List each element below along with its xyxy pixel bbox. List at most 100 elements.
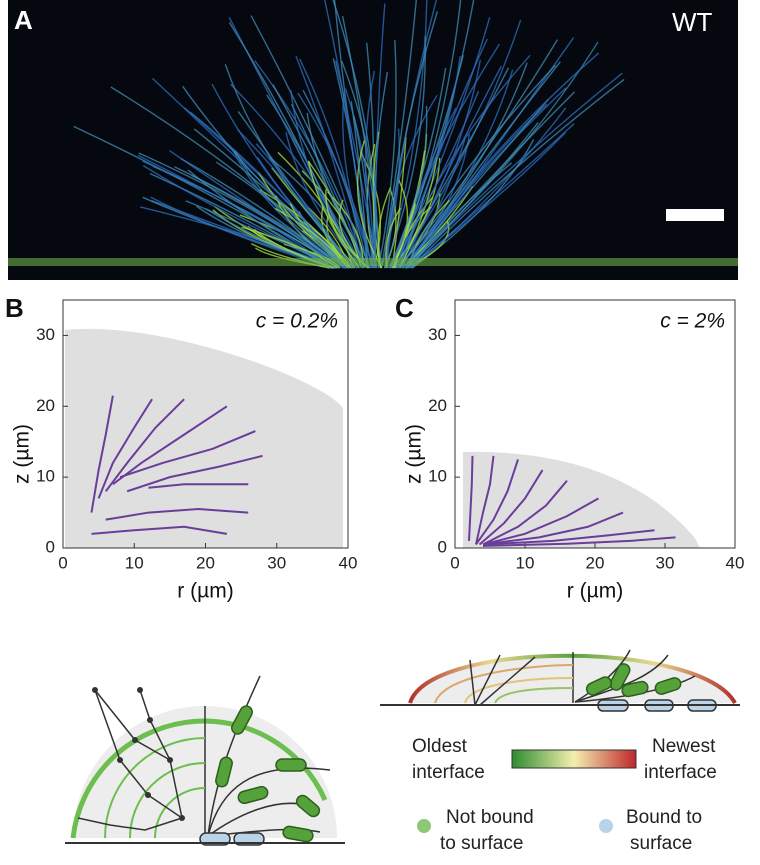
x-tick-label: 40 (726, 553, 745, 572)
trajectory (112, 405, 228, 486)
trajectory (478, 469, 544, 546)
fiber (380, 0, 418, 269)
fiber (297, 92, 373, 269)
legend-text: Not bound to surface (440, 807, 534, 854)
fiber (374, 3, 386, 269)
fiber (187, 169, 333, 269)
fiber (182, 85, 350, 269)
trajectory (119, 430, 256, 479)
diagram-left (65, 675, 345, 846)
substrate (8, 258, 738, 266)
fiber (295, 55, 364, 269)
fiber (272, 84, 367, 269)
annotation: c = 2% (660, 310, 725, 333)
fiber (390, 67, 447, 269)
trajectory (482, 529, 655, 546)
y-tick-label: 0 (438, 537, 447, 556)
fiber (391, 157, 441, 269)
trajectory (468, 455, 474, 541)
micrograph (8, 0, 738, 280)
trajectory (482, 511, 624, 546)
legend-text: Newest interface (644, 736, 717, 783)
fiber (356, 140, 383, 269)
fiber (360, 152, 381, 269)
y-tick-label: 20 (428, 396, 447, 415)
legend-text: Oldest interface (412, 736, 485, 783)
annotation: c = 0.2% (256, 310, 338, 333)
fiber (324, 0, 369, 269)
fiber (406, 132, 566, 269)
fiber (228, 22, 356, 269)
fiber (406, 121, 539, 269)
fiber (410, 78, 625, 269)
fiber (138, 152, 341, 269)
fiber (388, 56, 461, 269)
panel-label: A (14, 5, 33, 35)
x-tick-label: 0 (58, 553, 67, 572)
diagram-right (380, 649, 740, 712)
legend-swatch (417, 819, 431, 833)
fiber (384, 36, 427, 269)
fiber (406, 91, 576, 269)
fiber (394, 19, 522, 269)
fiber (403, 139, 466, 269)
fiber (307, 160, 360, 269)
y-tick-label: 20 (36, 396, 55, 415)
trajectory (105, 508, 249, 521)
panel-label: B (5, 293, 24, 323)
fiber (398, 0, 475, 269)
genotype-tag: WT (672, 7, 713, 37)
fiber (255, 143, 353, 269)
trajectory-cloud (65, 328, 343, 548)
fiber (391, 136, 407, 269)
x-tick-label: 30 (267, 553, 286, 572)
x-tick-label: 30 (656, 553, 675, 572)
fiber (215, 161, 345, 269)
trajectory (475, 459, 519, 546)
legend-text: Bound to surface (626, 807, 702, 854)
y-tick-label: 10 (36, 467, 55, 486)
x-tick-label: 0 (450, 553, 459, 572)
fiber (180, 157, 341, 269)
trajectory (104, 398, 185, 492)
fiber (402, 98, 550, 269)
y-tick-label: 10 (428, 467, 447, 486)
fiber (400, 64, 557, 269)
fiber (377, 39, 397, 269)
trajectory (482, 536, 676, 547)
x-axis-label: r (µm) (177, 580, 233, 603)
age-colorbar (511, 749, 637, 769)
scale-bar (666, 209, 724, 221)
fiber (412, 107, 567, 269)
y-axis-label: z (µm) (11, 424, 34, 484)
x-axis-label: r (µm) (567, 580, 623, 603)
y-tick-label: 30 (36, 325, 55, 344)
fiber (302, 89, 369, 269)
x-tick-label: 20 (586, 553, 605, 572)
x-tick-label: 10 (125, 553, 144, 572)
fiber (398, 156, 438, 269)
legend-swatch (599, 819, 613, 833)
panel-label: C (395, 293, 414, 323)
fiber (229, 83, 364, 269)
x-tick-label: 40 (339, 553, 358, 572)
fiber (142, 160, 332, 269)
trajectory (91, 525, 228, 535)
fiber (299, 58, 364, 269)
fiber (169, 150, 348, 269)
y-axis-label: z (µm) (403, 424, 426, 484)
fiber (404, 52, 600, 269)
trajectory (148, 483, 249, 489)
trajectory (97, 398, 153, 499)
trajectory (482, 480, 568, 546)
trajectory (482, 497, 599, 546)
trajectory-cloud (463, 451, 700, 548)
trajectory (90, 395, 114, 513)
y-tick-label: 0 (46, 537, 55, 556)
x-tick-label: 10 (516, 553, 535, 572)
x-tick-label: 20 (196, 553, 215, 572)
y-tick-label: 30 (428, 325, 447, 344)
trajectory (475, 455, 495, 545)
trajectory (126, 454, 263, 493)
